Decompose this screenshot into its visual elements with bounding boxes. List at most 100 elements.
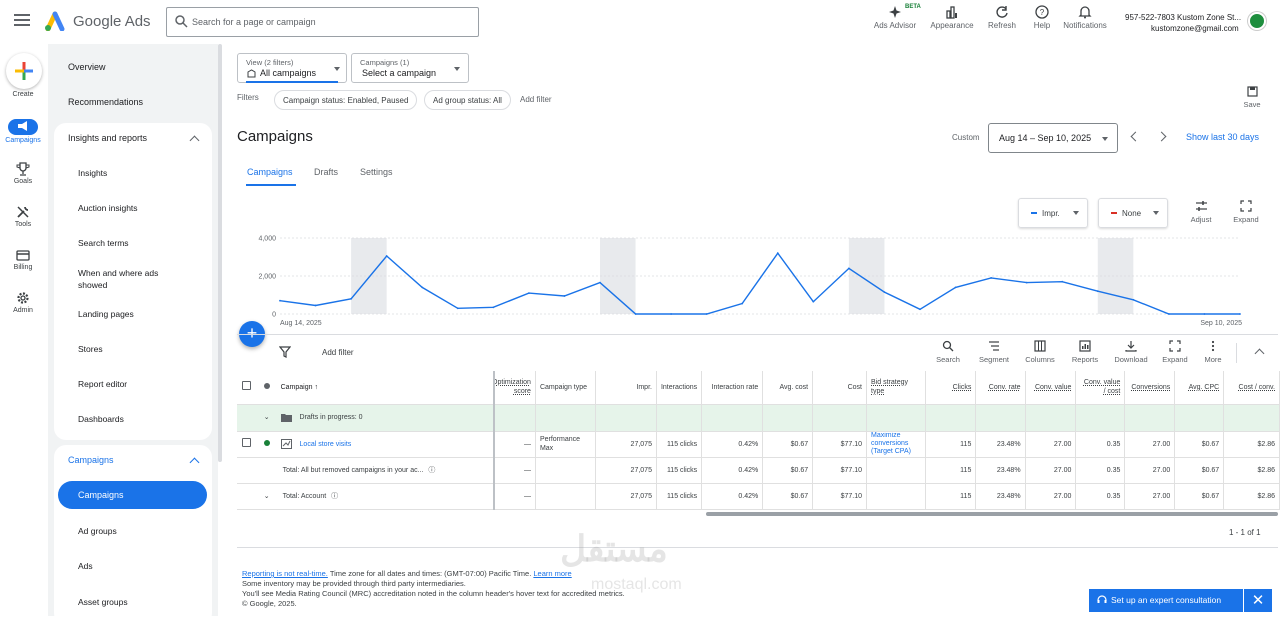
columns-button[interactable]: Columns (1022, 340, 1058, 364)
rail-item-tools[interactable]: Tools (0, 205, 46, 228)
expert-consultation-button[interactable]: Set up an expert consultation (1089, 589, 1243, 612)
nav-insights[interactable]: Insights (78, 168, 108, 178)
table-add-filter[interactable]: Add filter (322, 348, 354, 357)
tab-drafts[interactable]: Drafts (314, 167, 339, 177)
nav-ad-groups[interactable]: Ad groups (78, 526, 117, 536)
optimization-score-header[interactable]: Optimization score (494, 371, 536, 405)
nav-auction-insights[interactable]: Auction insights (78, 203, 138, 213)
rail-item-billing[interactable]: Billing (0, 248, 46, 271)
help-button[interactable]: ? Help (1028, 5, 1056, 30)
nav-overview[interactable]: Overview (68, 62, 106, 72)
adjust-chart-button[interactable]: Adjust (1186, 200, 1216, 224)
nav-recommendations[interactable]: Recommendations (68, 97, 144, 107)
bid-strategy-link[interactable]: Maximize conversions (Target CPA) (866, 431, 927, 458)
collapse-toolbar-icon[interactable] (1254, 348, 1265, 359)
ads-advisor-button[interactable]: Ads Advisor (873, 5, 917, 30)
filter-chip-campaign-status[interactable]: Campaign status: Enabled, Paused (274, 90, 418, 110)
nav-stores[interactable]: Stores (78, 344, 103, 354)
nav-ads[interactable]: Ads (78, 561, 93, 571)
campaign-type-header[interactable]: Campaign type (535, 371, 597, 405)
rail-item-admin[interactable]: Admin (0, 291, 46, 314)
menu-icon[interactable] (14, 14, 30, 26)
close-icon[interactable]: ✕ (1244, 589, 1272, 612)
impr-header[interactable]: Impr. (595, 371, 657, 405)
segment-button[interactable]: Segment (976, 340, 1012, 364)
row-checkbox[interactable] (242, 438, 252, 447)
nav-when-where[interactable]: When and where ads showed (78, 268, 159, 290)
rail-item-campaigns[interactable]: Campaigns (0, 119, 46, 144)
reports-button[interactable]: Reports (1068, 340, 1102, 364)
chevron-down-icon[interactable]: ⌄ (256, 483, 277, 510)
prev-period-icon[interactable] (1130, 131, 1141, 142)
nav-report-editor[interactable]: Report editor (78, 379, 128, 389)
clicks-cell: 115 (925, 431, 977, 458)
more-button[interactable]: More (1200, 340, 1226, 364)
interactions-header[interactable]: Interactions (656, 371, 703, 405)
y-tick-label: 2,000 (258, 274, 276, 281)
metric-selector-1[interactable]: Impr. (1018, 198, 1088, 228)
table-horizontal-scrollbar[interactable] (706, 512, 1278, 516)
chevron-up-icon[interactable] (189, 457, 200, 468)
cost-header[interactable]: Cost (812, 371, 868, 405)
refresh-button[interactable]: Refresh (985, 5, 1019, 30)
metric-selector-2[interactable]: None (1098, 198, 1168, 228)
filter-chip-adgroup-status[interactable]: Ad group status: All (424, 90, 511, 110)
brand-name[interactable]: Google Ads (73, 13, 151, 30)
select-all-checkbox[interactable] (242, 381, 252, 391)
select-all-cell[interactable] (237, 371, 257, 405)
reporting-link[interactable]: Reporting is not real-time. (242, 569, 328, 578)
next-period-icon[interactable] (1156, 131, 1167, 142)
chevron-down-icon[interactable]: ⌄ (256, 404, 277, 432)
table-search-button[interactable]: Search (933, 340, 963, 364)
expand-table-button[interactable]: Expand (1159, 340, 1191, 364)
nav-asset-groups[interactable]: Asset groups (78, 597, 128, 607)
learn-more-link[interactable]: Learn more (533, 569, 572, 578)
account-info[interactable]: 957-522-7803 Kustom Zone St... kustomzon… (1125, 12, 1241, 34)
notifications-button[interactable]: Notifications (1061, 5, 1109, 30)
drafts-row[interactable]: ⌄ Drafts in progress: 0 (237, 404, 1280, 432)
avatar[interactable] (1248, 12, 1266, 30)
save-button[interactable]: Save (1240, 86, 1264, 109)
conv-value-cost-header[interactable]: Conv. value / cost (1075, 371, 1126, 405)
create-button[interactable] (6, 53, 42, 89)
search-box[interactable]: Search for a page or campaign (166, 7, 479, 37)
campaigns-group-header[interactable]: Campaigns (68, 455, 114, 465)
clicks-header[interactable]: Clicks (925, 371, 977, 405)
nav-search-terms[interactable]: Search terms (78, 238, 129, 248)
cost-conv-header[interactable]: Cost / conv. (1223, 371, 1280, 405)
info-icon[interactable]: ⓘ (331, 492, 339, 500)
campaign-name-link[interactable]: Local store visits (299, 440, 352, 448)
rail-item-goals[interactable]: Goals (0, 162, 46, 185)
expand-chart-button[interactable]: Expand (1231, 200, 1261, 224)
dropdown-caret-icon (1153, 211, 1159, 215)
campaign-header[interactable]: Campaign ↑ (276, 371, 496, 405)
tab-settings[interactable]: Settings (360, 167, 393, 177)
table-row[interactable]: Local store visits — Performance Max 27,… (237, 431, 1280, 458)
nav-campaigns-active[interactable]: Campaigns (58, 481, 207, 509)
appearance-button[interactable]: Appearance (929, 5, 975, 30)
tab-campaigns[interactable]: Campaigns (247, 167, 293, 177)
nav-dashboards[interactable]: Dashboards (78, 414, 124, 424)
conv-rate-header[interactable]: Conv. rate (975, 371, 1026, 405)
insights-group-header[interactable]: Insights and reports (68, 133, 148, 143)
info-icon[interactable]: ⓘ (428, 466, 436, 474)
campaign-selector[interactable]: Campaigns (1) Select a campaign (351, 53, 469, 83)
avg-cost-header[interactable]: Avg. cost (762, 371, 814, 405)
sidenav-scrollbar[interactable] (218, 44, 222, 462)
conversions-header[interactable]: Conversions (1124, 371, 1176, 405)
interaction-rate-header[interactable]: Interaction rate (701, 371, 764, 405)
filter-icon[interactable] (279, 346, 291, 358)
view-selector[interactable]: View (2 filters) All campaigns (237, 53, 347, 83)
show-last-30-days-link[interactable]: Show last 30 days (1186, 132, 1260, 142)
google-ads-logo-icon[interactable] (44, 11, 66, 31)
conv-value-header[interactable]: Conv. value (1025, 371, 1077, 405)
add-filter-link[interactable]: Add filter (520, 95, 552, 104)
campaign-selector-value: Select a campaign (362, 68, 437, 78)
bid-strategy-header[interactable]: Bid strategy type (866, 371, 927, 405)
date-range-picker[interactable]: Aug 14 – Sep 10, 2025 (988, 123, 1118, 153)
nav-landing-pages[interactable]: Landing pages (78, 309, 134, 319)
avg-cpc-header[interactable]: Avg. CPC (1174, 371, 1225, 405)
download-button[interactable]: Download (1112, 340, 1150, 364)
insights-group: Insights and reports Insights Auction in… (54, 123, 212, 440)
chevron-up-icon[interactable] (189, 135, 200, 146)
